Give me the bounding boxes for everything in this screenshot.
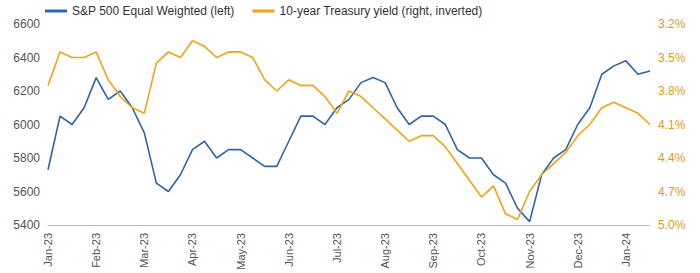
svg-text:Aug-23: Aug-23 xyxy=(379,233,391,268)
svg-text:3.2%: 3.2% xyxy=(658,17,686,31)
svg-text:5400: 5400 xyxy=(13,218,40,232)
svg-text:4.1%: 4.1% xyxy=(658,118,686,132)
svg-text:4.4%: 4.4% xyxy=(658,151,686,165)
svg-text:May-23: May-23 xyxy=(235,233,247,270)
svg-text:10-year Treasury yield (right,: 10-year Treasury yield (right, inverted) xyxy=(280,4,483,18)
svg-text:5800: 5800 xyxy=(13,151,40,165)
svg-text:Jan-24: Jan-24 xyxy=(620,233,632,267)
svg-text:Nov-23: Nov-23 xyxy=(524,233,536,268)
svg-text:Jan-23: Jan-23 xyxy=(42,233,54,267)
svg-text:6200: 6200 xyxy=(13,84,40,98)
svg-text:Apr-23: Apr-23 xyxy=(186,233,198,266)
svg-text:5600: 5600 xyxy=(13,185,40,199)
svg-text:S&P 500 Equal Weighted (left): S&P 500 Equal Weighted (left) xyxy=(72,4,234,18)
svg-text:3.8%: 3.8% xyxy=(658,84,686,98)
svg-text:Oct-23: Oct-23 xyxy=(475,233,487,266)
svg-text:6400: 6400 xyxy=(13,51,40,65)
svg-text:5.0%: 5.0% xyxy=(658,218,686,232)
svg-text:Dec-23: Dec-23 xyxy=(572,233,584,268)
svg-text:3.5%: 3.5% xyxy=(658,51,686,65)
svg-text:6600: 6600 xyxy=(13,17,40,31)
svg-text:Mar-23: Mar-23 xyxy=(138,233,150,268)
svg-text:6000: 6000 xyxy=(13,118,40,132)
svg-text:4.7%: 4.7% xyxy=(658,185,686,199)
svg-text:Jun-23: Jun-23 xyxy=(283,233,295,267)
svg-text:Sep-23: Sep-23 xyxy=(427,233,439,268)
svg-text:Feb-23: Feb-23 xyxy=(90,233,102,268)
svg-text:Jul-23: Jul-23 xyxy=(331,233,343,263)
